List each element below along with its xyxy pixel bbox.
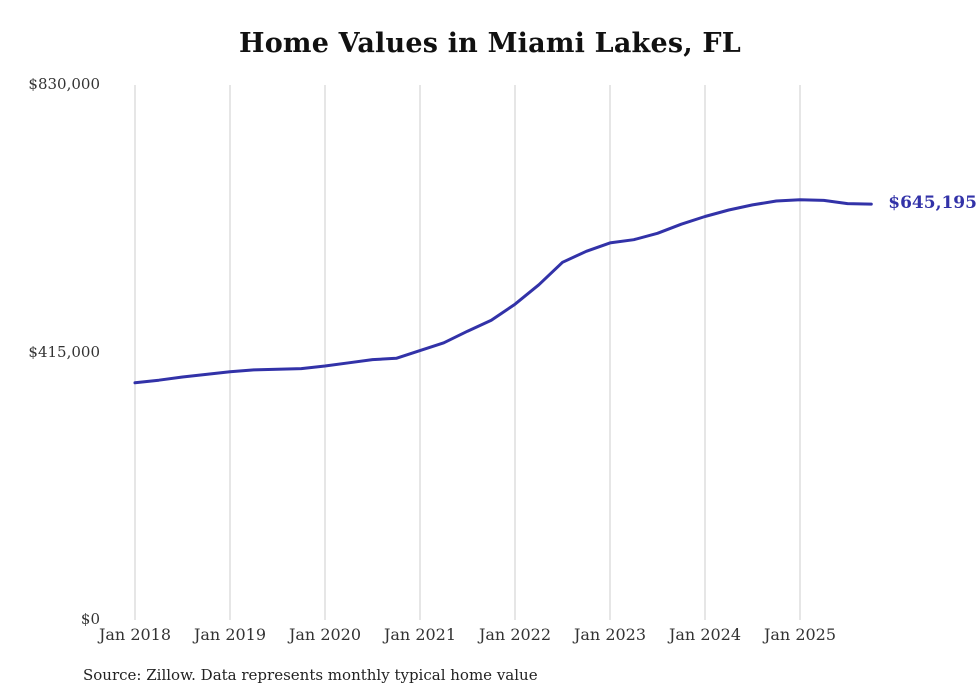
x-tick-label: Jan 2023 <box>573 625 647 644</box>
y-tick-label: $0 <box>80 610 100 628</box>
x-tick-label: Jan 2021 <box>383 625 457 644</box>
x-tick-label: Jan 2020 <box>288 625 362 644</box>
source-attribution: Source: Zillow. Data represents monthly … <box>83 666 538 684</box>
y-tick-label: $415,000 <box>28 342 100 361</box>
x-tick-label: Jan 2018 <box>98 625 172 644</box>
x-tick-label: Jan 2024 <box>668 625 742 644</box>
current-value-label: $645,195 <box>888 193 977 214</box>
x-tick-label: Jan 2022 <box>478 625 552 644</box>
home-value-series-line <box>133 198 873 385</box>
chart-title: Home Values in Miami Lakes, FL <box>239 28 741 59</box>
y-tick-label: $830,000 <box>28 75 100 93</box>
x-tick-label: Jan 2019 <box>193 625 267 644</box>
x-tick-label: Jan 2025 <box>763 625 837 644</box>
